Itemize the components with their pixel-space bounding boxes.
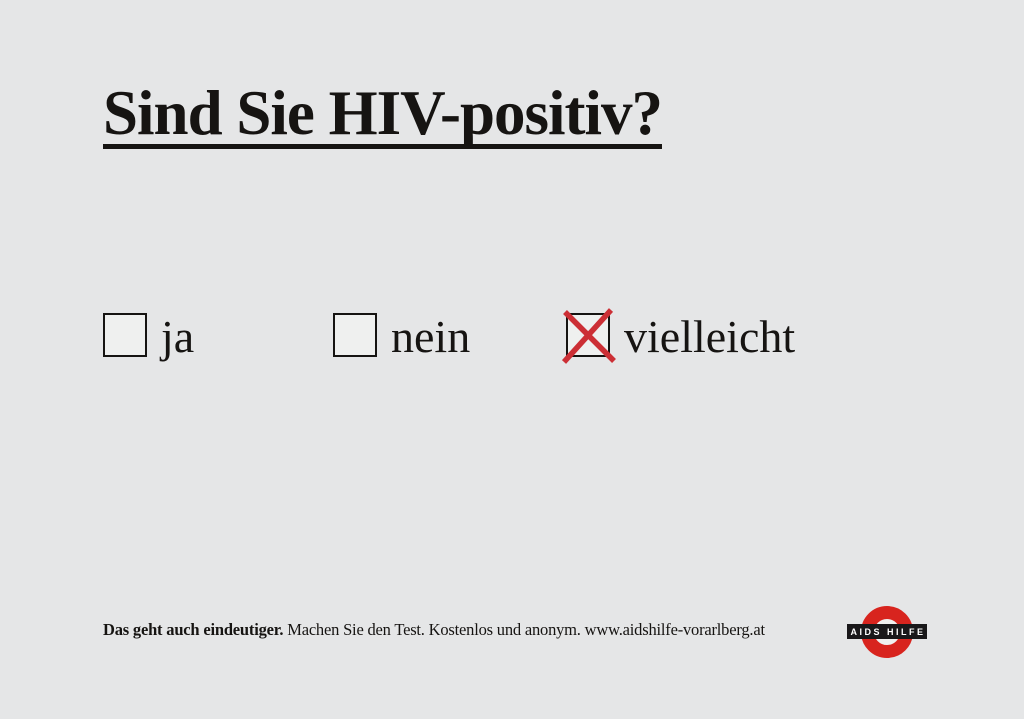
option-nein: nein (333, 311, 471, 362)
checkbox-vielleicht[interactable] (561, 308, 616, 364)
headline: Sind Sie HIV-positiv? (103, 78, 663, 148)
option-vielleicht-label: vielleicht (624, 311, 796, 362)
option-nein-label: nein (391, 311, 471, 362)
option-ja-label: ja (161, 311, 195, 362)
logo-bar-label: AIDS HILFE (847, 624, 927, 639)
footer-claim-bold: Das geht auch eindeutiger. (103, 620, 284, 639)
aids-hilfe-logo: AIDS HILFE (846, 595, 940, 665)
footer-url: www.aidshilfe-vorarlberg.at (584, 620, 765, 639)
checkbox-ja[interactable] (103, 313, 147, 357)
option-vielleicht: vielleicht (561, 308, 796, 364)
checkbox-nein[interactable] (333, 313, 377, 357)
footer-claim-regular: Machen Sie den Test. Kostenlos und anony… (287, 620, 581, 639)
option-ja: ja (103, 311, 195, 362)
footer-line: Das geht auch eindeutiger. Machen Sie de… (103, 620, 765, 640)
red-x-mark-icon (561, 308, 616, 364)
